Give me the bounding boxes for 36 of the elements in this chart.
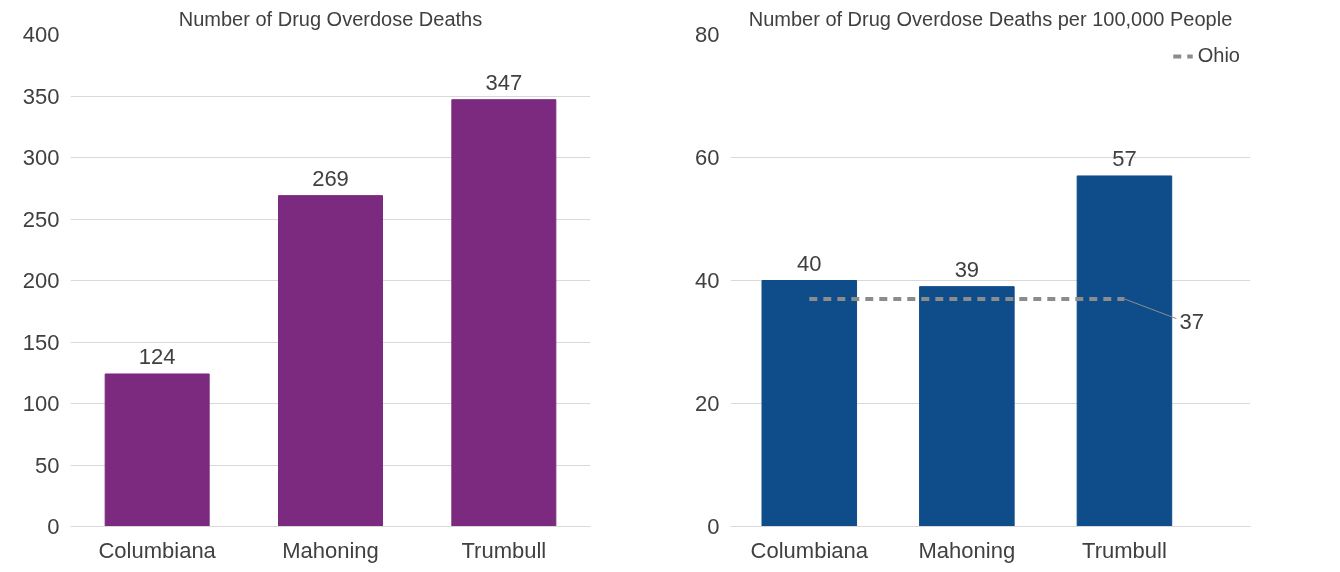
x-tick-label: Columbiana [98, 537, 217, 563]
bar [919, 286, 1015, 527]
x-tick-label: Trumbull [461, 537, 547, 563]
y-tick-label: 200 [22, 268, 60, 293]
y-tick-label: 0 [707, 514, 720, 539]
data-label: 39 [954, 256, 980, 282]
y-tick-label: 40 [695, 268, 720, 293]
y-tick-label: 350 [22, 83, 60, 109]
y-tick-label: 300 [22, 145, 60, 170]
data-label: 269 [312, 165, 349, 191]
y-tick-label: 100 [22, 391, 60, 416]
y-tick-label: 250 [22, 206, 60, 232]
y-tick-label: 50 [35, 452, 60, 478]
bar [104, 373, 210, 527]
bar [451, 99, 557, 527]
y-tick-label: 20 [695, 391, 720, 416]
x-tick-label: Columbiana [750, 537, 869, 563]
legend-label: Ohio [1197, 44, 1240, 67]
bar [1076, 175, 1173, 527]
x-tick-label: Mahoning [282, 537, 379, 563]
chart-title: Number of Drug Overdose Deaths per 100,000 People [748, 7, 1233, 30]
chart-title: Number of Drug Overdose Deaths [178, 7, 483, 30]
data-label: 57 [1112, 145, 1137, 171]
y-tick-label: 400 [22, 22, 60, 47]
y-tick-label: 0 [47, 514, 60, 539]
x-tick-label: Mahoning [918, 537, 1016, 563]
bar [761, 280, 858, 527]
data-label: 40 [797, 250, 822, 276]
data-label: 347 [485, 69, 523, 95]
x-tick-label: Trumbull [1082, 537, 1167, 563]
bar [278, 195, 383, 527]
y-tick-label: 60 [695, 145, 720, 170]
y-tick-label: 80 [695, 22, 720, 47]
data-label: 37 [1179, 308, 1205, 334]
data-label: 124 [138, 343, 176, 369]
y-tick-label: 150 [22, 329, 60, 355]
